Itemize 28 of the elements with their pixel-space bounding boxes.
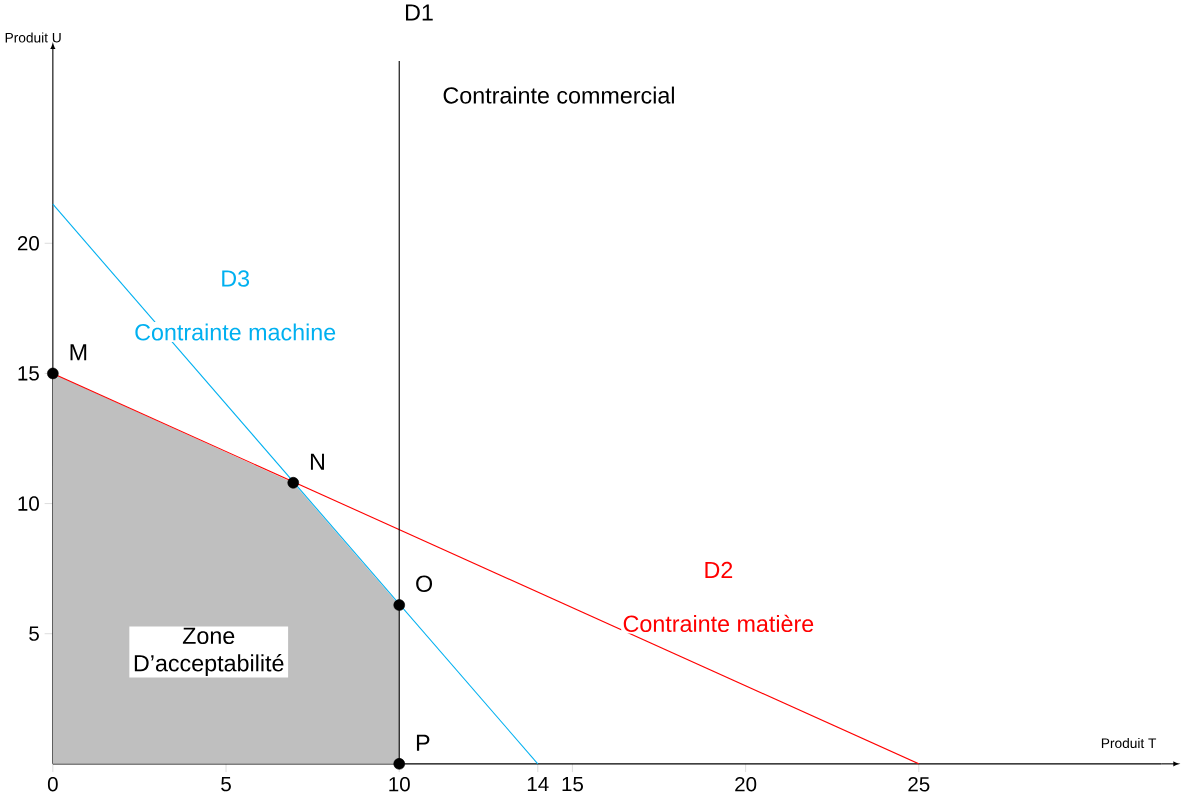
y-tick-label: 10 xyxy=(18,496,39,511)
text: D2 xyxy=(705,561,733,579)
point xyxy=(393,758,405,770)
x-tick-label: 0 xyxy=(47,776,58,792)
annotation: Zone D’acceptabilité xyxy=(134,627,284,677)
x-tick-label: 10 xyxy=(389,776,410,792)
ref-line-label: D1 xyxy=(405,4,433,21)
x-tick-label: 20 xyxy=(735,776,757,792)
y-tick-label: 15 xyxy=(18,366,39,381)
text: D3 xyxy=(222,270,250,287)
x-tick-label: 25 xyxy=(908,776,930,792)
point xyxy=(393,599,405,611)
y-axis-title: Produit U xyxy=(5,32,61,43)
annotation: M xyxy=(70,344,87,361)
annotation: O xyxy=(416,575,433,592)
annotation: Contrainte matière xyxy=(623,614,814,633)
annotation: Contrainte commercial xyxy=(443,86,674,104)
point xyxy=(47,367,59,380)
y-tick-label: 5 xyxy=(29,626,39,641)
x-tick-label: 14 xyxy=(527,776,549,792)
y-tick-label: 20 xyxy=(17,235,39,251)
point xyxy=(287,476,299,489)
x-tick-label: 15 xyxy=(562,776,583,792)
annotation: N xyxy=(310,453,324,470)
x-tick-label: 5 xyxy=(221,776,231,792)
x-axis-title: Produit T xyxy=(1101,737,1157,749)
annotation: P xyxy=(416,734,430,751)
annotation: Contrainte machine xyxy=(135,323,336,341)
